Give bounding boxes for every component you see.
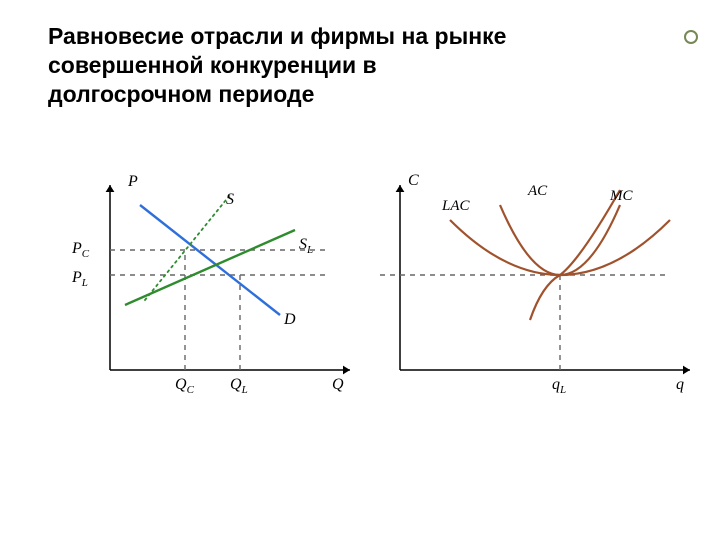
axis-mark-QL: QL <box>230 376 248 396</box>
curve-label-MC: MC <box>610 188 633 205</box>
curve-label-AC: AC <box>528 183 547 200</box>
axis-label-q: q <box>676 376 684 394</box>
axis-label-Q: Q <box>332 376 344 394</box>
axis-mark-PL: PL <box>72 269 88 289</box>
market-chart <box>70 170 370 410</box>
title-bullet-icon <box>684 30 698 44</box>
slide-title: Равновесие отрасли и фирмы на рынкесовер… <box>48 22 506 108</box>
curve-label-SL: SL <box>299 236 313 256</box>
curve-label-LAC: LAC <box>442 198 470 215</box>
axis-mark-PC: PC <box>72 240 89 260</box>
axis-mark-qL: qL <box>552 376 566 396</box>
firm-chart <box>380 170 700 410</box>
curve-label-D: D <box>284 311 296 329</box>
curve-label-S: S <box>226 191 234 209</box>
axis-label-P: P <box>128 173 138 191</box>
axis-mark-QC: QC <box>175 376 194 396</box>
axis-label-C: C <box>408 172 419 190</box>
